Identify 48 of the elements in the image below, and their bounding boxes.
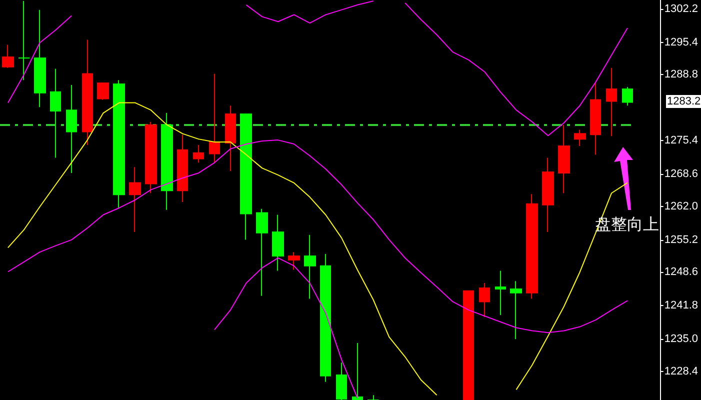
y-tick-label: 1235.0 [664, 333, 698, 346]
y-tick-label: 1228.4 [664, 366, 698, 378]
candlestick [479, 282, 490, 318]
y-tick-label: 1302.2 [664, 2, 698, 15]
candlestick [129, 166, 141, 232]
candlestick [113, 80, 125, 208]
candlestick [240, 114, 252, 240]
candlestick [304, 234, 316, 300]
candlestick [526, 194, 538, 300]
candlestick [50, 68, 61, 158]
line-series [214, 257, 358, 399]
y-tick-label: 1295.4 [664, 36, 698, 48]
candlestick [18, 0, 30, 81]
candlestick [2, 44, 14, 68]
candlestick [352, 342, 363, 400]
candlestick [606, 67, 617, 137]
candlestick [34, 9, 46, 108]
candlestick [288, 252, 300, 270]
y-tick-label: 1241.8 [664, 300, 698, 312]
candlestick [161, 112, 173, 210]
y-tick-label: 1248.6 [664, 266, 698, 278]
candlestick [622, 86, 633, 106]
candlestick [256, 208, 268, 296]
candlestick [574, 129, 586, 146]
y-tick-label: 1268.6 [664, 168, 698, 180]
candlestick [495, 270, 506, 316]
candlestick [225, 105, 236, 172]
candlestick [177, 134, 188, 202]
candlestick [510, 280, 522, 340]
candlestick [336, 362, 347, 400]
candlestick [193, 144, 204, 164]
candlestick [272, 214, 284, 272]
candlestick [590, 82, 601, 156]
y-tick-label: 1288.8 [664, 68, 698, 81]
candlestick [320, 254, 331, 382]
candlestick [209, 73, 220, 164]
text: 1283.2 [667, 96, 701, 108]
y-tick-label: 1255.2 [664, 234, 698, 246]
candlestick [82, 39, 93, 146]
candlestick [463, 290, 474, 400]
candlestick [558, 124, 570, 194]
y-tick-label: 1275.4 [664, 134, 698, 147]
line-series [7, 140, 628, 334]
y-tick-label: 1262.0 [664, 200, 698, 212]
candlestick [145, 121, 157, 194]
candlestick [542, 157, 554, 232]
candlestick [66, 84, 77, 174]
candlestick [97, 82, 109, 100]
